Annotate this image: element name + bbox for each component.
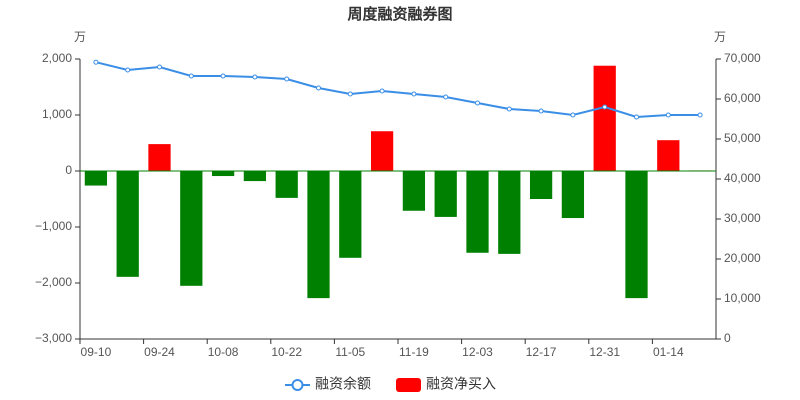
legend-label: 融资余额 [315, 376, 371, 392]
y2-tick-label: 40,000 [724, 171, 761, 185]
line-point [252, 74, 258, 80]
line-point [570, 112, 576, 118]
x-tick-label: 09-10 [81, 345, 112, 359]
line-point [316, 85, 321, 91]
bar [434, 171, 457, 217]
y-tick-label: 2,000 [42, 51, 72, 65]
y2-tick-label: 60,000 [724, 91, 761, 105]
line [95, 61, 701, 119]
bar [561, 171, 585, 219]
bar [211, 171, 235, 177]
line-point [634, 114, 639, 120]
y-tick-label: −3,000 [35, 331, 72, 345]
x-tick-label: 10-22 [271, 345, 302, 359]
y2-tick-label: 70,000 [724, 51, 761, 65]
x-tick-label: 12-17 [526, 345, 557, 359]
line-point [443, 94, 449, 100]
bar [466, 171, 489, 253]
line-point [284, 76, 290, 82]
bar [593, 65, 616, 171]
chart-title: 周度融资融券图 [347, 5, 452, 23]
bar [402, 171, 426, 211]
line-point [475, 100, 480, 106]
y-tick-label: −2,000 [35, 275, 72, 289]
bar [275, 171, 298, 198]
x-tick-label: 11-05 [335, 345, 365, 359]
y2-unit: 万 [714, 30, 726, 44]
x-tick-label: 12-31 [589, 345, 620, 359]
bar [498, 171, 521, 254]
line-point [188, 73, 194, 79]
bar [243, 171, 267, 182]
line-point [379, 88, 385, 94]
line-point [93, 59, 99, 65]
bar [657, 140, 680, 171]
bar [148, 144, 171, 171]
y-tick-label: 0 [65, 163, 72, 177]
line-point [697, 112, 703, 118]
y2-tick-label: 10,000 [724, 291, 761, 305]
bar [84, 171, 108, 186]
bar [116, 171, 139, 277]
x-tick-label: 09-24 [144, 345, 175, 359]
x-tick-label: 11-19 [399, 345, 429, 359]
line-point [602, 104, 608, 110]
bar [529, 171, 553, 199]
y2-tick-label: 30,000 [724, 211, 761, 225]
legend-swatch [291, 379, 304, 391]
legend-label: 融资净买入 [426, 376, 496, 392]
line-point [347, 91, 353, 97]
line-point [506, 106, 512, 112]
x-tick-label: 01-14 [653, 345, 684, 359]
y2-tick-label: 50,000 [724, 131, 761, 145]
line-point [538, 108, 544, 114]
y-unit: 万 [74, 30, 86, 44]
legend-swatch [396, 378, 421, 392]
bar [370, 131, 394, 171]
y-tick-label: 1,000 [42, 107, 72, 121]
line-point [665, 112, 671, 118]
bar [625, 171, 648, 299]
x-tick-label: 10-08 [208, 345, 239, 359]
line-point [157, 64, 162, 70]
y2-tick-label: 0 [724, 331, 731, 345]
bar [307, 171, 330, 299]
line-point [411, 91, 417, 97]
line-point [125, 67, 131, 73]
y2-tick-label: 20,000 [724, 251, 761, 265]
y-tick-label: −1,000 [35, 219, 72, 233]
line-point [220, 73, 226, 79]
bar [339, 171, 362, 258]
bar [180, 171, 203, 286]
x-tick-label: 12-03 [462, 345, 493, 359]
